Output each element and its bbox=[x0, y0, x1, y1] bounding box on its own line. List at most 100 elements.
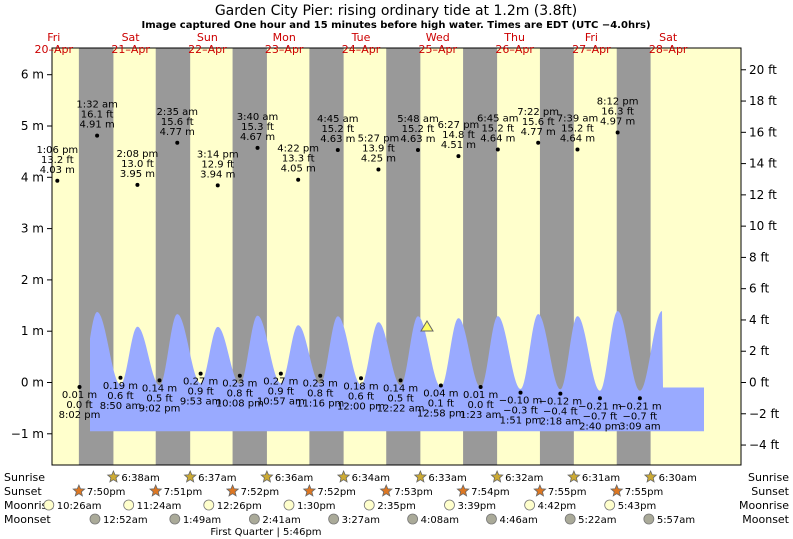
sunset-time: 7:51pm bbox=[164, 487, 203, 498]
low-tide-dot bbox=[359, 376, 363, 381]
moonset-moon bbox=[407, 513, 419, 525]
moonset-moon bbox=[89, 513, 101, 525]
high-tide-dot bbox=[575, 147, 580, 152]
low-tide-time: 8:50 am bbox=[100, 401, 142, 412]
sunset-time: 7:52pm bbox=[317, 487, 356, 498]
low-tide-dot bbox=[318, 373, 323, 378]
low-tide-dot bbox=[558, 391, 563, 396]
low-tide-m: 0.19 m bbox=[103, 381, 138, 392]
day-name: Fri bbox=[47, 31, 60, 44]
sunset-star bbox=[533, 483, 547, 497]
sunrise-star bbox=[183, 469, 197, 483]
moonrise-moon bbox=[203, 499, 215, 511]
high-tide-m: 4.05 m bbox=[281, 164, 316, 175]
high-tide-m: 3.94 m bbox=[200, 169, 235, 180]
high-tide-ft: 15.2 ft bbox=[321, 124, 354, 135]
high-tide-ft: 16.3 ft bbox=[601, 107, 634, 118]
high-tide-m: 4.77 m bbox=[521, 127, 556, 138]
left-tick-label: 1 m bbox=[21, 324, 44, 338]
low-tide-dot bbox=[198, 371, 203, 376]
low-tide-dot bbox=[637, 396, 642, 401]
sunset-time: 7:53pm bbox=[394, 487, 433, 498]
low-tide-ft: 0.0 ft bbox=[66, 400, 92, 411]
high-tide-m: 4.91 m bbox=[80, 120, 115, 131]
left-tick-label: 6 m bbox=[21, 68, 44, 82]
low-tide-time: 1:23 am bbox=[460, 410, 502, 421]
high-tide-time: 7:39 am bbox=[557, 113, 599, 124]
moonset-time: 4:08am bbox=[421, 515, 459, 526]
plot-border bbox=[51, 47, 742, 466]
moonrise-time: 4:42pm bbox=[538, 501, 577, 512]
day-name: Wed bbox=[426, 31, 450, 44]
low-tide-m: −0.21 m bbox=[578, 401, 622, 412]
moonrise-time: 10:26am bbox=[57, 501, 102, 512]
low-tide-time: 12:00 pm bbox=[337, 401, 385, 412]
moonrise-moon bbox=[604, 499, 616, 511]
high-tide-m: 4.63 m bbox=[320, 134, 355, 145]
high-tide-ft: 15.6 ft bbox=[522, 117, 555, 128]
low-tide-ft: 0.6 ft bbox=[348, 391, 374, 402]
right-axis-feet: 20 ft 18 ft 16 ft 14 ft 12 ft 10 ft 8 ft 6 ft 4 … bbox=[741, 63, 780, 452]
low-tide-time: 3:09 am bbox=[619, 421, 661, 432]
moonrise-moon bbox=[363, 499, 375, 511]
right-tick-label: 10 ft bbox=[749, 219, 777, 233]
low-tide-time: 9:02 pm bbox=[139, 403, 181, 414]
left-axis-meters: 6 m 5 m 4 m 3 m 2 m 1 m 0 m −1 m bbox=[11, 68, 52, 441]
low-tide-m: 0.27 m bbox=[263, 377, 298, 388]
day-name: Sat bbox=[659, 31, 678, 44]
low-tide-ft: −0.4 ft bbox=[543, 407, 578, 418]
right-tick-label: 6 ft bbox=[749, 282, 769, 296]
moonrise-time: 11:24am bbox=[137, 501, 182, 512]
sunset-time: 7:52pm bbox=[241, 487, 280, 498]
moonset-time: 12:52am bbox=[103, 515, 148, 526]
high-tide-ft: 15.2 ft bbox=[561, 123, 594, 134]
low-tide-time: 8:02 pm bbox=[59, 410, 101, 421]
sunrise-star bbox=[643, 469, 658, 483]
chart-subtitle: Image captured One hour and 15 minutes b… bbox=[141, 20, 650, 31]
high-tide-time: 7:22 pm bbox=[517, 107, 559, 118]
moonrise-moon bbox=[524, 499, 536, 511]
high-tide-m: 4.25 m bbox=[361, 153, 396, 164]
sunrise-star bbox=[336, 469, 351, 483]
moonrise-time: 2:35pm bbox=[377, 501, 416, 512]
low-tide-ft: 0.9 ft bbox=[268, 387, 294, 398]
low-tide-ft: 0.5 ft bbox=[387, 393, 413, 404]
low-tide-dot bbox=[157, 378, 162, 383]
low-tide-m: 0.27 m bbox=[183, 377, 218, 388]
astro-rows: Sunrise Sunrise 6:38am 6:37am 6:36am 6:34am 6:… bbox=[4, 469, 790, 526]
moonset-moon bbox=[643, 513, 655, 525]
high-tide-ft: 13.0 ft bbox=[121, 159, 154, 170]
sunrise-time: 6:38am bbox=[121, 473, 159, 484]
sunset-star bbox=[609, 483, 624, 497]
moonrise-time: 1:30pm bbox=[297, 501, 336, 512]
right-tick-label: 8 ft bbox=[749, 250, 769, 264]
high-tide-time: 4:45 am bbox=[317, 114, 359, 125]
current-level-triangle bbox=[420, 319, 434, 332]
high-tide-time: 2:08 pm bbox=[117, 149, 159, 160]
moonset-time: 4:46am bbox=[499, 515, 537, 526]
moonrise-time: 12:26pm bbox=[217, 501, 262, 512]
sunset-time: 7:55pm bbox=[548, 487, 587, 498]
high-tide-dot bbox=[495, 147, 500, 152]
high-tide-ft: 12.9 ft bbox=[201, 159, 234, 170]
low-tide-dot bbox=[278, 371, 283, 376]
high-tide-dot bbox=[95, 133, 100, 138]
sunset-star bbox=[148, 483, 163, 497]
day-date: 22–Apr bbox=[188, 43, 227, 56]
sunset-star bbox=[225, 483, 240, 497]
right-tick-label: −4 ft bbox=[749, 438, 780, 452]
low-tide-m: 0.14 m bbox=[142, 383, 177, 394]
moonset-moon bbox=[328, 513, 340, 525]
high-tide-dot bbox=[335, 147, 340, 152]
low-tide-m: 0.23 m bbox=[222, 379, 257, 390]
day-headers: Fri20–AprSat21–AprSun22–AprMon23–AprTue2… bbox=[35, 31, 688, 56]
high-tide-ft: 13.2 ft bbox=[41, 155, 74, 166]
low-tide-m: −0.10 m bbox=[499, 396, 543, 407]
high-tide-time: 3:40 am bbox=[237, 112, 279, 123]
low-tide-ft: 0.5 ft bbox=[146, 393, 172, 404]
high-tide-m: 4.63 m bbox=[400, 134, 435, 145]
sunset-row-label-right: Sunset bbox=[751, 485, 789, 498]
chart-title: Garden City Pier: rising ordinary tide a… bbox=[215, 3, 577, 19]
sunrise-star bbox=[413, 469, 428, 483]
high-tide-ft: 14.8 ft bbox=[442, 130, 475, 141]
